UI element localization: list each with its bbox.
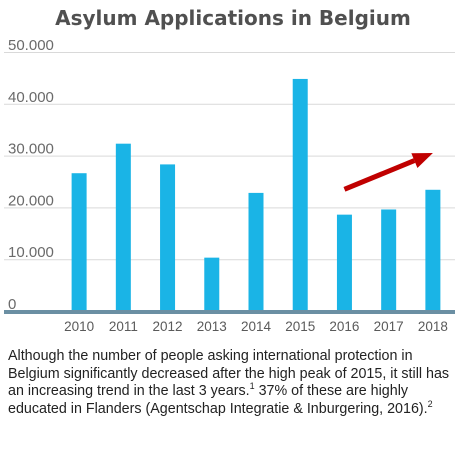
trend-arrow-shaft	[343, 158, 416, 192]
caption-text-2: 37% of these are highly educated in Flan…	[8, 383, 428, 417]
x-tick-label: 2012	[153, 319, 183, 334]
x-tick-label: 2017	[374, 319, 404, 334]
y-tick-label: 40.000	[8, 89, 54, 106]
x-tick-label: 2011	[109, 319, 138, 334]
bar	[71, 173, 87, 311]
x-tick-label: 2015	[285, 319, 315, 334]
bar	[115, 143, 131, 311]
bar	[248, 192, 264, 311]
x-tick-label: 2016	[329, 319, 359, 334]
bar	[160, 164, 176, 311]
bar	[204, 257, 220, 311]
footnote-marker-2: 2	[427, 399, 433, 410]
chart-title: Asylum Applications in Belgium	[55, 6, 411, 30]
x-tick-label: 2013	[197, 319, 227, 334]
y-tick-label: 50.000	[8, 37, 54, 54]
footnote-marker-1: 1	[249, 381, 255, 392]
y-tick-label: 0	[8, 296, 16, 313]
caption: Although the number of people asking int…	[8, 348, 460, 418]
x-tick-label: 2010	[64, 319, 94, 334]
y-tick-label: 30.000	[8, 141, 54, 158]
y-tick-label: 10.000	[8, 244, 54, 261]
bar	[336, 214, 352, 311]
caption-text: Although the number of people asking int…	[8, 348, 450, 400]
x-tick-label: 2014	[241, 319, 272, 334]
trend-arrow-head	[411, 153, 433, 168]
bar	[425, 189, 441, 311]
bar	[292, 78, 308, 311]
y-tick-label: 20.000	[8, 192, 54, 209]
bar	[381, 209, 397, 311]
bar-chart: 0 10.000 20.000 30.000 40.000 50.000 2010 2011 2…	[4, 37, 455, 334]
x-tick-label: 2018	[418, 319, 448, 334]
